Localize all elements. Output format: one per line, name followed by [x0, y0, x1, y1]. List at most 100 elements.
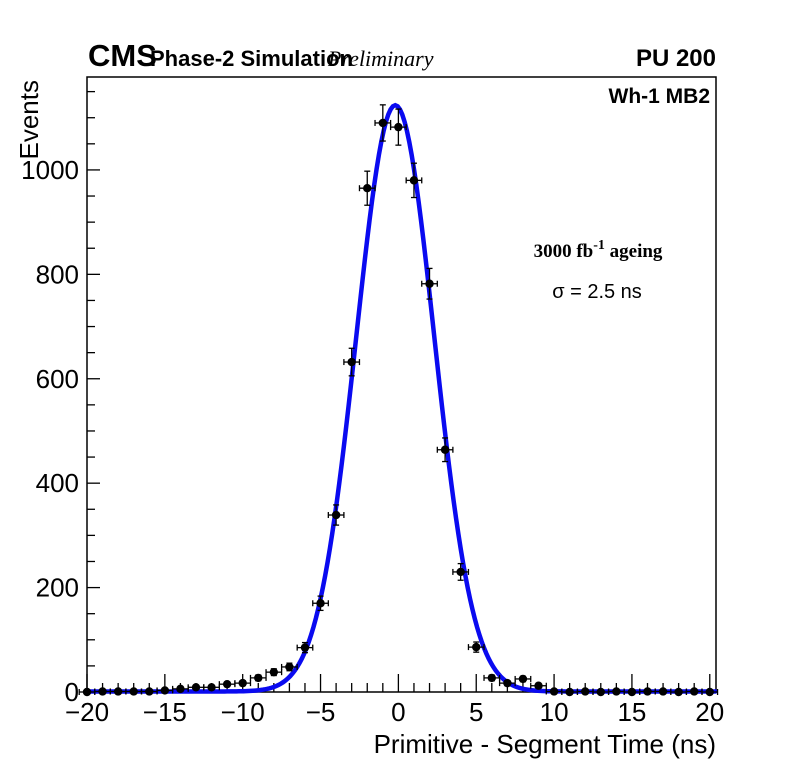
preliminary-label: Preliminary	[327, 46, 434, 71]
x-tick-label: 0	[391, 697, 405, 727]
data-point-marker	[409, 176, 419, 185]
data-point-marker	[238, 678, 247, 688]
y-tick-label: 600	[36, 364, 79, 394]
data-point-group	[670, 687, 688, 697]
x-tick-label: 10	[540, 697, 569, 727]
ageing-annotation-prefix: 3000 fb	[534, 241, 594, 262]
data-point-group	[280, 662, 298, 672]
data-point-group	[265, 667, 283, 677]
data-point-marker	[331, 510, 341, 520]
y-tick-label: 1000	[21, 155, 79, 185]
data-series	[78, 104, 719, 697]
fit-curve-path	[84, 102, 718, 694]
data-point-group	[94, 687, 112, 696]
ageing-annotation-suffix: ageing	[605, 241, 663, 262]
data-point-marker	[596, 687, 605, 697]
data-point-group	[685, 687, 703, 696]
data-point-marker	[269, 667, 279, 677]
x-tick-label: −10	[221, 697, 265, 727]
data-point-group	[343, 347, 361, 377]
x-tick-label: −15	[143, 697, 187, 727]
ageing-annotation-exponent: -1	[593, 238, 605, 253]
data-point-group	[436, 437, 454, 463]
data-point-group	[607, 687, 625, 696]
plot-frame	[86, 76, 717, 693]
data-point-marker	[254, 673, 263, 683]
data-point-group	[592, 687, 610, 697]
x-tick-label: −20	[65, 697, 109, 727]
y-tick-label: 800	[36, 259, 79, 289]
data-point-marker	[534, 681, 543, 690]
data-point-group	[576, 687, 594, 696]
data-point-marker	[300, 643, 310, 652]
ageing-annotation: 3000 fb-1 ageing	[534, 238, 663, 262]
data-point-marker	[503, 678, 512, 688]
data-point-group	[249, 673, 267, 683]
data-point-group	[109, 687, 127, 696]
data-point-group	[654, 687, 672, 696]
y-axis-title: Events	[14, 80, 44, 160]
data-point-marker	[176, 684, 185, 694]
x-tick-label: 20	[695, 697, 724, 727]
data-point-group	[561, 687, 579, 697]
data-point-marker	[643, 687, 652, 696]
data-point-marker	[285, 662, 294, 672]
data-point-marker	[658, 687, 668, 696]
data-point-marker	[191, 683, 201, 692]
y-tick-label: 0	[65, 677, 79, 707]
data-point-marker	[487, 673, 497, 683]
data-point-marker	[425, 279, 434, 288]
data-point-marker	[549, 687, 559, 696]
data-point-group	[374, 104, 392, 142]
data-point-group	[452, 562, 470, 581]
data-point-group	[218, 679, 236, 689]
data-point-group	[203, 683, 220, 692]
x-tick-label: −5	[306, 697, 336, 727]
data-point-group	[498, 678, 516, 688]
data-point-marker	[394, 122, 403, 132]
pileup-label: PU 200	[636, 45, 716, 72]
data-point-group	[234, 678, 252, 688]
data-point-marker	[378, 118, 388, 128]
data-point-group	[140, 687, 158, 696]
data-point-group	[623, 687, 641, 697]
data-point-marker	[456, 567, 465, 577]
gaussian-fit-curve	[84, 102, 718, 694]
data-point-marker	[113, 687, 123, 696]
data-point-marker	[347, 357, 356, 367]
data-point-marker	[705, 687, 714, 697]
data-point-marker	[674, 687, 683, 697]
data-point-group	[421, 267, 438, 300]
y-tick-label: 200	[36, 573, 79, 603]
data-point-group	[483, 673, 501, 683]
data-point-group	[125, 687, 143, 696]
data-point-group	[358, 170, 376, 206]
data-point-group	[639, 687, 656, 696]
data-point-marker	[363, 184, 372, 193]
data-point-group	[78, 687, 96, 697]
data-point-marker	[581, 687, 590, 696]
data-point-marker	[207, 683, 216, 692]
data-point-group	[312, 595, 329, 612]
x-axis: −20 −15 −10 −5 0 5 10 15 20	[65, 674, 724, 727]
data-point-group	[514, 674, 532, 684]
data-point-marker	[565, 687, 574, 697]
data-point-marker	[472, 642, 481, 652]
data-point-marker	[160, 686, 170, 695]
data-point-marker	[98, 687, 107, 696]
data-point-marker	[612, 687, 621, 696]
data-point-marker	[440, 445, 450, 454]
data-point-marker	[129, 687, 138, 696]
data-point-marker	[627, 687, 637, 697]
data-point-marker	[222, 679, 232, 689]
x-axis-title: Primitive - Segment Time (ns)	[374, 729, 716, 759]
cms-logo-text: CMS	[88, 38, 157, 73]
data-point-marker	[316, 599, 325, 608]
region-label: Wh-1 MB2	[609, 85, 711, 108]
x-tick-label: 5	[469, 697, 483, 727]
data-point-group	[296, 641, 314, 654]
data-point-group	[405, 162, 423, 199]
data-point-group	[389, 108, 407, 146]
